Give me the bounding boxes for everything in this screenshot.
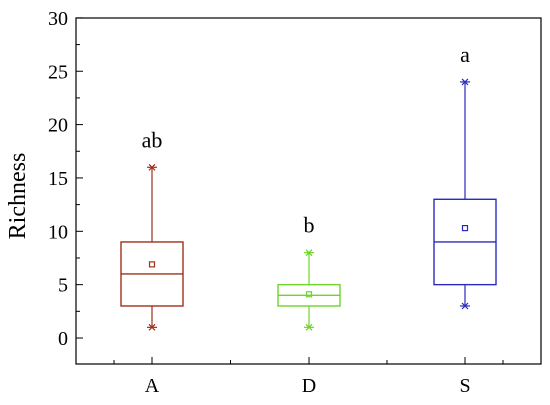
max-marker	[305, 249, 313, 257]
mean-marker	[461, 224, 469, 232]
max-marker	[148, 163, 156, 171]
max-marker	[461, 78, 469, 86]
y-axis-title: Richness	[5, 153, 31, 240]
significance-label: a	[460, 42, 470, 67]
y-tick-label: 5	[58, 275, 68, 297]
box-s: a	[433, 42, 497, 310]
y-tick-label: 10	[48, 221, 68, 243]
x-tick-label: D	[302, 375, 316, 397]
y-tick-label: 30	[48, 8, 68, 30]
box-d: b	[277, 213, 341, 331]
y-tick-label: 15	[48, 168, 68, 190]
x-tick-label: A	[145, 375, 160, 397]
significance-label: b	[304, 213, 315, 238]
mean-marker	[305, 291, 313, 298]
min-marker	[148, 323, 156, 331]
x-tick-label: S	[459, 375, 470, 397]
y-tick-label: 0	[58, 328, 68, 350]
y-tick-label: 25	[48, 61, 68, 83]
y-axis: 0 5 10 15 20 25 30	[48, 8, 83, 350]
box-a: ab	[120, 127, 184, 331]
min-marker	[305, 323, 313, 331]
mean-marker	[148, 261, 156, 268]
box-series: ab b a	[120, 42, 497, 331]
min-marker	[461, 302, 469, 310]
significance-label: ab	[142, 127, 163, 152]
y-tick-label: 20	[48, 115, 68, 137]
